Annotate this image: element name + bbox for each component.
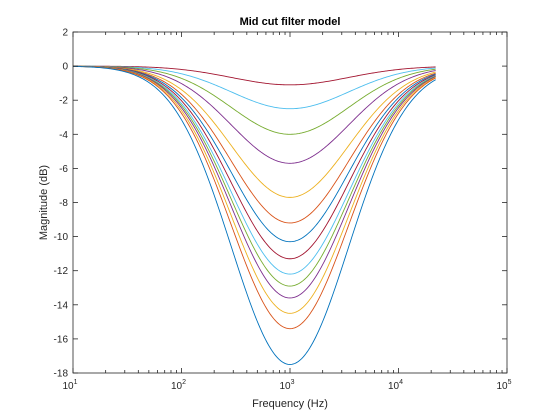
y-tick-label: -10 (54, 232, 69, 243)
y-tick-label: -4 (59, 130, 68, 141)
x-tick-label: 105 (496, 379, 511, 392)
series-line-6 (72, 65, 436, 224)
y-axis: 2 0 -2 -4 -6 -8 -10 -12 -14 -16 -18 (54, 28, 507, 380)
series-layer (72, 65, 436, 365)
x-axis: 101 102 103 104 105 (62, 32, 512, 392)
series-line-5 (72, 65, 436, 198)
series-line-13 (72, 65, 436, 330)
series-line-7 (72, 65, 436, 243)
x-tick-label: 103 (279, 379, 294, 392)
x-axis-title: Frequency (Hz) (252, 398, 328, 410)
y-tick-label: -8 (59, 198, 68, 209)
y-tick-label: -18 (54, 369, 69, 380)
plot-area (73, 32, 507, 373)
y-tick-label: -16 (54, 334, 69, 345)
series-line-4 (72, 65, 436, 164)
y-tick-label: -6 (59, 164, 68, 175)
chart-title: Mid cut filter model (240, 16, 341, 28)
x-tick-label: 101 (62, 379, 77, 392)
series-line-2 (72, 65, 436, 110)
y-tick-label: -14 (54, 300, 69, 311)
y-tick-label: -2 (59, 96, 68, 107)
series-line-3 (72, 65, 436, 135)
series-line-1 (73, 65, 436, 86)
x-tick-label: 102 (171, 379, 186, 392)
y-tick-label: -12 (54, 266, 69, 277)
series-line-14 (72, 65, 436, 365)
y-tick-label: 2 (62, 28, 68, 39)
x-tick-label: 104 (388, 379, 403, 392)
y-tick-label: 0 (62, 62, 68, 73)
y-axis-title: Magnitude (dB) (38, 165, 50, 240)
